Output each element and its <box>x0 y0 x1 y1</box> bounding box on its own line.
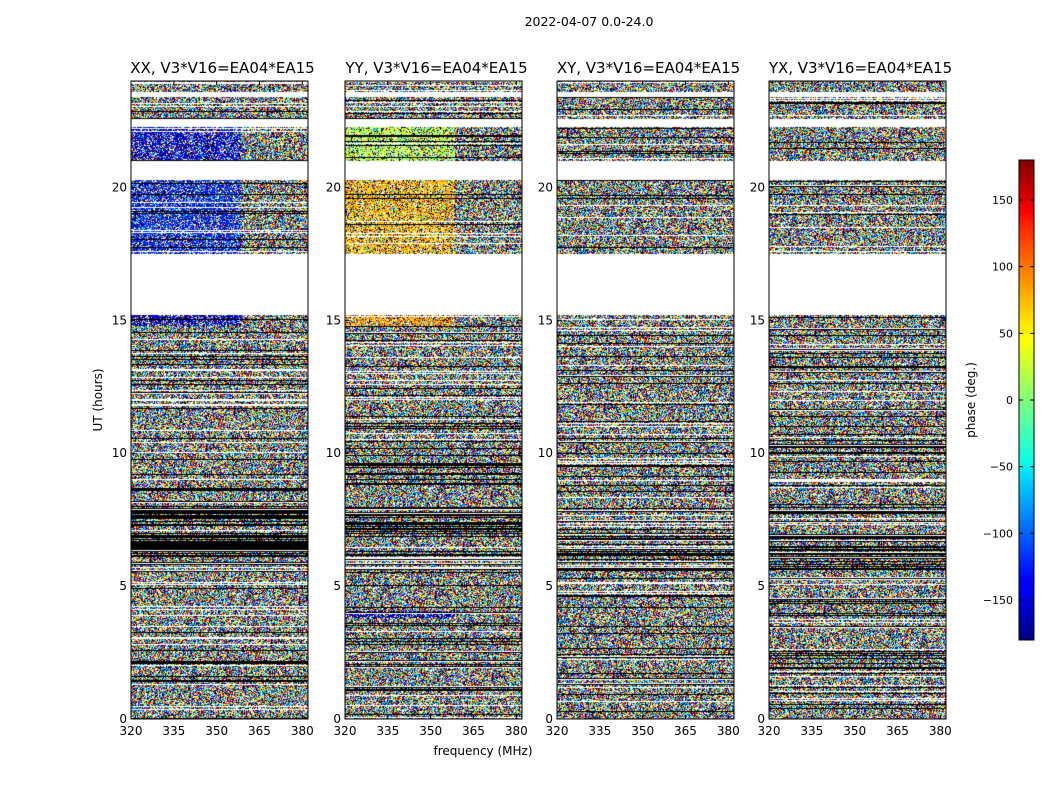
colorbar-tick-label: −150 <box>983 594 1013 607</box>
x-tick-label: 380 <box>929 724 952 738</box>
y-tick-label: 20 <box>538 180 553 194</box>
y-tick-label: 15 <box>750 313 765 327</box>
x-tick-label: 320 <box>334 724 357 738</box>
y-tick-label: 0 <box>545 712 553 726</box>
x-tick-label: 320 <box>120 724 143 738</box>
heatmap-panel: YY, V3*V16=EA04*EA15 320 335 350 365 380 0 5 10 1… <box>326 59 528 738</box>
y-tick-label: 5 <box>119 579 127 593</box>
y-tick-label: 15 <box>538 313 553 327</box>
heatmap-image <box>345 81 522 719</box>
x-tick-label: 320 <box>758 724 781 738</box>
heatmap-image <box>131 81 308 719</box>
x-tick-label: 365 <box>886 724 909 738</box>
y-tick-label: 5 <box>757 579 765 593</box>
heatmap-canvas <box>557 81 734 719</box>
panel-frame <box>768 80 947 720</box>
x-tick-label: 335 <box>800 724 823 738</box>
y-axis-label: UT (hours) <box>91 368 105 431</box>
colorbar-tick-label: −100 <box>983 527 1013 540</box>
y-tick-label: 15 <box>326 313 341 327</box>
y-tick-label: 10 <box>326 446 341 460</box>
panel-title: XY, V3*V16=EA04*EA15 <box>557 59 740 77</box>
x-tick-label: 320 <box>546 724 569 738</box>
y-tick-label: 20 <box>750 180 765 194</box>
x-tick-label: 335 <box>588 724 611 738</box>
x-tick-label: 380 <box>291 724 314 738</box>
x-tick-label: 335 <box>162 724 185 738</box>
colorbar: 150 100 50 0 −50 −100 −150 phase (deg.) <box>964 159 1035 641</box>
y-tick-label: 20 <box>112 180 127 194</box>
y-tick-label: 10 <box>112 446 127 460</box>
colorbar-ticks: 150 100 50 0 −50 −100 −150 <box>983 194 1034 607</box>
panels-group: XX, V3*V16=EA04*EA15 320 335 350 365 380 0 5 10 1… <box>112 59 952 738</box>
x-tick-label: 335 <box>376 724 399 738</box>
colorbar-tick-label: 150 <box>992 194 1013 207</box>
x-tick-label: 365 <box>674 724 697 738</box>
y-tick-label: 5 <box>545 579 553 593</box>
heatmap-canvas <box>131 81 308 719</box>
colorbar-label: phase (deg.) <box>964 362 978 438</box>
panel-title: YX, V3*V16=EA04*EA15 <box>768 59 952 77</box>
x-tick-label: 380 <box>717 724 740 738</box>
colorbar-tick-label: −50 <box>990 461 1013 474</box>
heatmap-panel: XY, V3*V16=EA04*EA15 320 335 350 365 380 0 5 10 1… <box>538 59 740 738</box>
panel-title: XX, V3*V16=EA04*EA15 <box>130 59 314 77</box>
x-tick-label: 350 <box>205 724 228 738</box>
x-tick-label: 365 <box>248 724 271 738</box>
y-tick-label: 0 <box>333 712 341 726</box>
heatmap-image <box>769 81 946 719</box>
x-tick-label: 350 <box>419 724 442 738</box>
colorbar-tick-label: 0 <box>1006 394 1013 407</box>
heatmap-image <box>557 81 734 719</box>
panel-title: YY, V3*V16=EA04*EA15 <box>344 59 527 77</box>
y-tick-label: 20 <box>326 180 341 194</box>
y-tick-label: 10 <box>750 446 765 460</box>
heatmap-canvas <box>769 81 946 719</box>
x-tick-label: 380 <box>505 724 528 738</box>
colorbar-tick-label: 100 <box>992 261 1013 274</box>
x-tick-label: 350 <box>843 724 866 738</box>
panel-frame <box>130 80 309 720</box>
heatmap-canvas <box>345 81 522 719</box>
y-tick-label: 0 <box>757 712 765 726</box>
panel-frame <box>556 80 735 720</box>
y-tick-label: 5 <box>333 579 341 593</box>
y-tick-label: 10 <box>538 446 553 460</box>
panel-frame <box>344 80 523 720</box>
figure-suptitle: 2022-04-07 0.0-24.0 <box>525 14 654 29</box>
heatmap-panel: YX, V3*V16=EA04*EA15 320 335 350 365 380 0 5 10 1… <box>750 59 952 738</box>
colorbar-tick-label: 50 <box>999 327 1013 340</box>
x-axis-label: frequency (MHz) <box>433 744 532 758</box>
y-tick-label: 15 <box>112 313 127 327</box>
heatmap-panel: XX, V3*V16=EA04*EA15 320 335 350 365 380 0 5 10 1… <box>112 59 315 738</box>
x-tick-label: 350 <box>631 724 654 738</box>
x-tick-label: 365 <box>462 724 485 738</box>
y-tick-label: 0 <box>119 712 127 726</box>
